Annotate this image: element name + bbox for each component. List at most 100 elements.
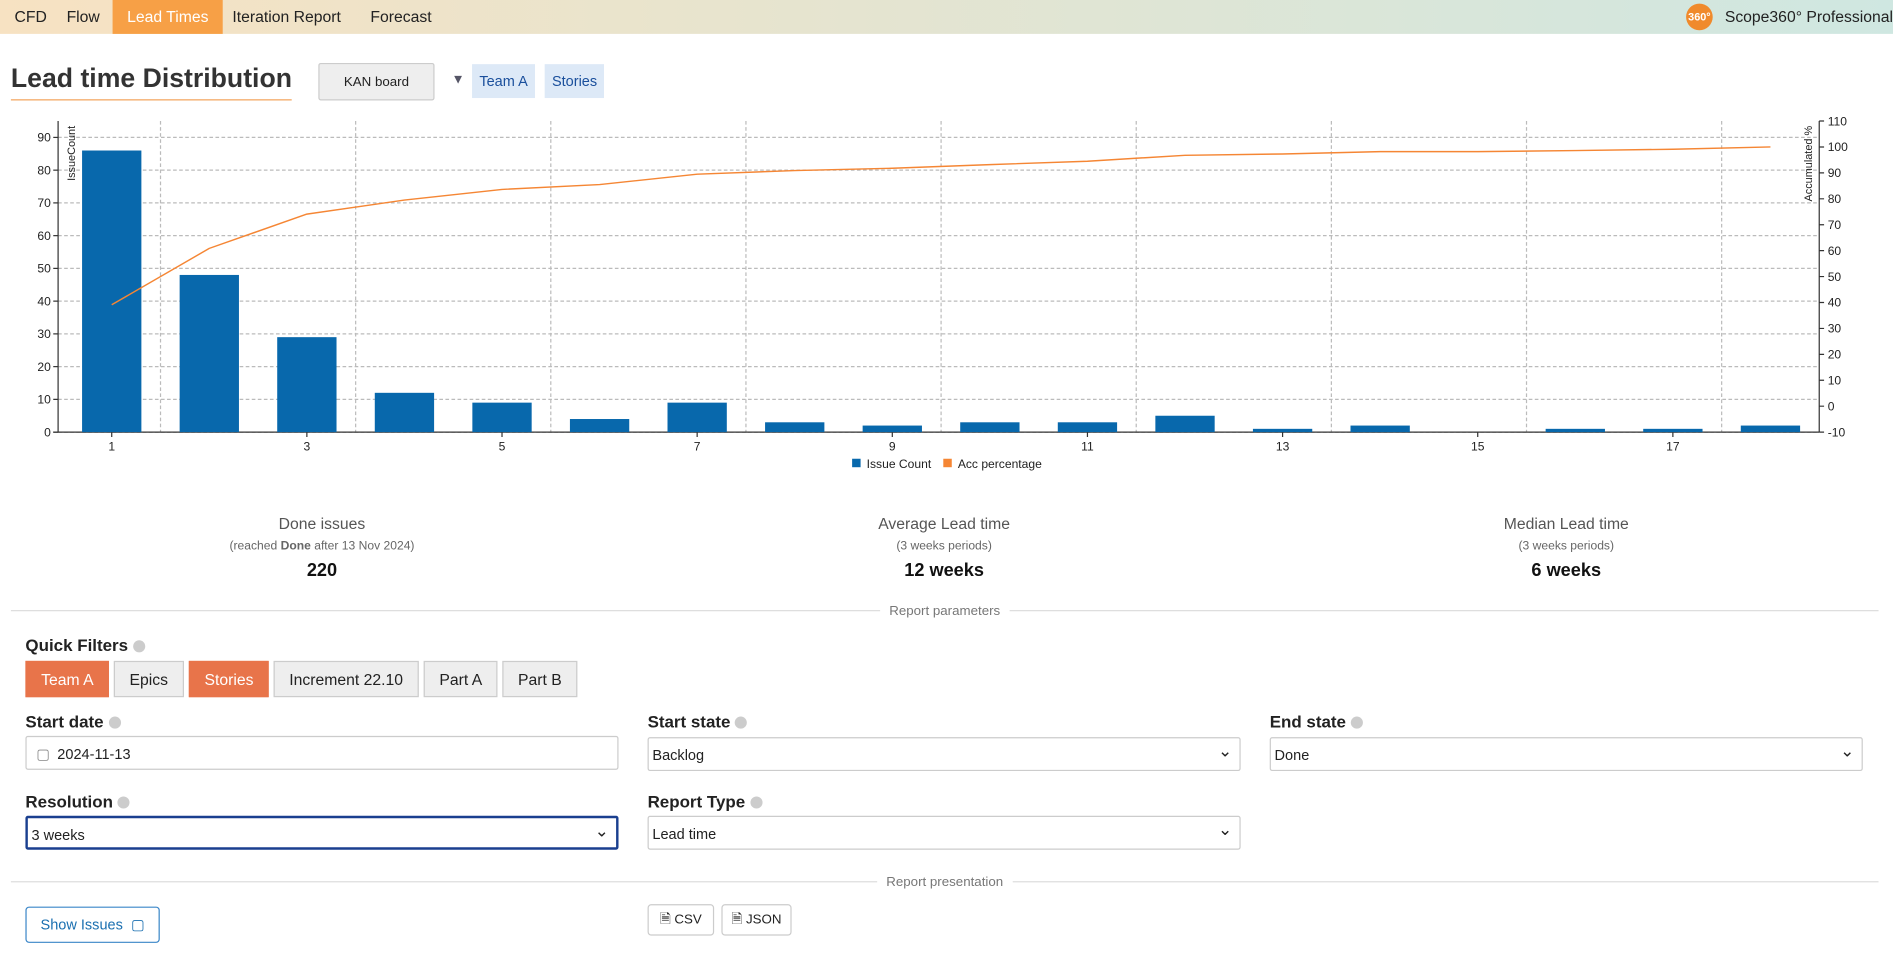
quick-filter[interactable]: Team A xyxy=(25,660,110,698)
bar xyxy=(667,402,727,433)
stat-value: 6 weeks xyxy=(1531,560,1602,581)
filter-chip[interactable]: Stories xyxy=(544,64,605,99)
bar xyxy=(1057,422,1118,433)
y2-tick-label: 110 xyxy=(1828,114,1848,128)
y-tick-label: 80 xyxy=(37,163,51,177)
divider: Report presentation xyxy=(10,875,1879,890)
y-tick-label: 90 xyxy=(37,131,51,145)
x-tick-label: 5 xyxy=(499,439,506,453)
x-tick-label: 17 xyxy=(1666,439,1680,453)
stat-value: 12 weeks xyxy=(904,560,984,581)
select[interactable]: Backlog xyxy=(647,734,1241,772)
field-label: Quick Filters xyxy=(25,635,146,655)
line xyxy=(111,146,1771,306)
x-tick-label: 7 xyxy=(694,439,701,453)
legend-swatch xyxy=(852,458,861,468)
info-icon[interactable] xyxy=(735,716,748,730)
y2-tick-label: 60 xyxy=(1828,244,1842,258)
stat: Done issues (reached Done after 13 Nov 2… xyxy=(80,514,564,581)
bar xyxy=(1643,428,1703,433)
note-text: (reached xyxy=(229,539,281,554)
bar xyxy=(1545,428,1605,433)
bar xyxy=(862,425,922,433)
logo: 360° xyxy=(1686,3,1713,31)
y2-tick-label: 50 xyxy=(1828,270,1842,284)
show-issues-button[interactable]: Show Issues ▢ xyxy=(25,906,160,943)
x-tick-label: 9 xyxy=(889,439,896,453)
info-icon[interactable] xyxy=(108,716,121,730)
x-tick-label: 15 xyxy=(1471,439,1485,453)
label-text: Start date xyxy=(25,711,104,732)
nav-item[interactable]: Lead Times xyxy=(112,0,223,34)
bar xyxy=(765,422,825,433)
select[interactable]: 3 weeks xyxy=(25,813,619,850)
label-text: Resolution xyxy=(25,791,113,811)
field-label: Start state xyxy=(648,712,748,731)
y-tick-label: 30 xyxy=(37,327,51,341)
y-tick-label: 20 xyxy=(37,360,51,374)
bar xyxy=(374,392,435,433)
info-icon[interactable] xyxy=(117,796,130,809)
quick-filter[interactable]: Part A xyxy=(423,660,498,698)
bar xyxy=(1155,415,1215,433)
button-label: CSV xyxy=(674,912,702,928)
info-icon[interactable] xyxy=(1350,716,1363,730)
quick-filter[interactable]: Increment 22.10 xyxy=(273,660,419,698)
info-icon[interactable] xyxy=(132,640,146,653)
y2-tick-label: 0 xyxy=(1828,399,1835,413)
stat-label: Median Lead time xyxy=(1503,514,1629,533)
stat-label: Average Lead time xyxy=(878,514,1011,533)
y-tick-label: 50 xyxy=(37,262,51,276)
info-icon[interactable] xyxy=(750,796,763,809)
y-tick-label: 60 xyxy=(37,229,51,243)
stat-note: (reached Done after 13 Nov 2024) xyxy=(80,540,564,553)
bar xyxy=(1350,425,1410,433)
bar xyxy=(179,274,239,433)
select-value: Backlog xyxy=(652,746,705,764)
quick-filter[interactable]: Part B xyxy=(502,660,578,698)
select[interactable]: Lead time xyxy=(647,812,1241,850)
nav-item[interactable]: CFD xyxy=(14,7,47,26)
stat-label: Done issues xyxy=(278,514,366,533)
filter-chip[interactable]: Team A xyxy=(472,64,536,99)
quick-filter[interactable]: Epics xyxy=(113,660,184,698)
date-input[interactable]: ▢ 2024-11-13 xyxy=(25,735,619,770)
y-tick-label: 70 xyxy=(37,196,51,210)
stat-value: 220 xyxy=(306,560,338,581)
y2-axis-title: Accumulated % xyxy=(1803,126,1815,202)
y2-tick-label: 80 xyxy=(1828,192,1842,206)
y2-tick-label: 70 xyxy=(1828,218,1842,232)
y2-tick-label: 20 xyxy=(1828,348,1842,362)
filter-icon: ▼ xyxy=(451,72,465,88)
button-label: Show Issues xyxy=(40,916,123,934)
legend-label: Acc percentage xyxy=(958,457,1042,471)
y-tick-label: 0 xyxy=(44,425,51,439)
y2-tick-label: 10 xyxy=(1828,374,1842,388)
export-button[interactable]: 🗎 CSV xyxy=(647,904,715,936)
label-text: Quick Filters xyxy=(25,635,129,655)
export-button[interactable]: 🗎 JSON xyxy=(721,904,792,936)
y2-tick-label: 90 xyxy=(1828,166,1842,180)
note-state: Done xyxy=(280,539,311,554)
quick-filter[interactable]: Stories xyxy=(188,660,270,698)
field-label: End state xyxy=(1270,712,1363,731)
page-title: Lead time Distribution xyxy=(10,63,293,101)
y2-tick-label: -10 xyxy=(1828,425,1846,439)
select-value: Lead time xyxy=(652,825,717,843)
nav-item[interactable]: Forecast xyxy=(370,7,432,26)
board-button[interactable]: KAN board xyxy=(318,62,435,101)
y-axis-title: IssueCount xyxy=(66,126,78,181)
divider: Report parameters xyxy=(10,603,1879,619)
x-tick-label: 11 xyxy=(1081,439,1094,453)
select[interactable]: Done xyxy=(1269,734,1863,772)
brand: Scope360° Professional xyxy=(1724,7,1893,26)
label-text: End state xyxy=(1269,711,1346,732)
stat-note: (3 weeks periods) xyxy=(896,539,992,554)
chart: 0 10 20 30 40 50 60 70 80 90 -10 0 10 20 30 40 50 60 70 80 9… xyxy=(37,114,1848,471)
bar xyxy=(569,419,630,433)
nav-item[interactable]: Flow xyxy=(66,7,100,26)
nav-item[interactable]: Iteration Report xyxy=(232,7,341,26)
input-value: 2024-11-13 xyxy=(57,745,131,763)
x-tick-label: 13 xyxy=(1276,439,1290,453)
